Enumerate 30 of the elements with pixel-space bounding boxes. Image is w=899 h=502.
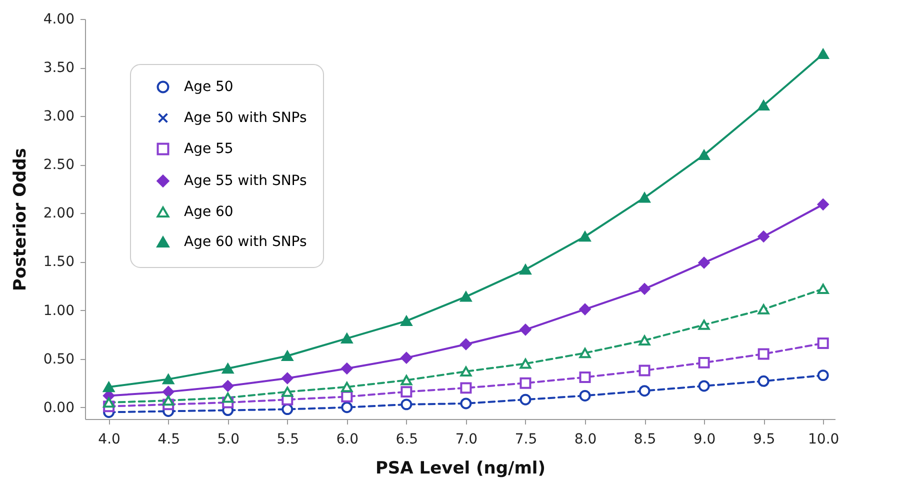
y-tick-label: 0.50 (43, 351, 74, 368)
x-tick-label: 8.0 (574, 432, 597, 448)
x-tick-label: 4.0 (98, 432, 120, 448)
y-tick-label: 4.00 (43, 12, 74, 28)
x-tick-label: 4.5 (158, 432, 180, 448)
legend-label: Age 55 (184, 141, 234, 157)
x-tick-label: 5.0 (217, 432, 240, 448)
y-axis-title: Posterior Odds (10, 148, 30, 292)
x-axis-title: PSA Level (ng/ml) (375, 458, 546, 478)
y-tick-label: 1.50 (43, 254, 74, 270)
x-tick-label: 9.5 (752, 432, 776, 448)
y-tick-label: 3.50 (43, 60, 74, 76)
x-tick-label: 8.5 (634, 432, 656, 448)
x-tick-label: 5.5 (276, 432, 300, 448)
legend-label: Age 60 (184, 204, 234, 220)
y-tick-label: 3.00 (43, 108, 74, 125)
legend-label: Age 60 with SNPs (184, 234, 307, 250)
x-tick-label: 7.0 (455, 432, 478, 448)
x-tick-label: 6.0 (336, 432, 359, 448)
y-tick-label: 1.00 (43, 302, 74, 319)
legend-label: Age 55 with SNPs (184, 173, 307, 189)
x-tick-label: 7.5 (514, 432, 538, 448)
x-tick-label: 6.5 (396, 432, 418, 448)
y-tick-label: 0.00 (43, 400, 74, 416)
x-tick-label: 9.0 (693, 432, 716, 448)
x-tick-label: 10.0 (808, 432, 840, 448)
y-tick-label: 2.50 (43, 157, 74, 174)
legend-label: Age 50 with SNPs (184, 110, 307, 126)
y-tick-label: 2.00 (43, 206, 74, 222)
legend-label: Age 50 (184, 79, 234, 95)
